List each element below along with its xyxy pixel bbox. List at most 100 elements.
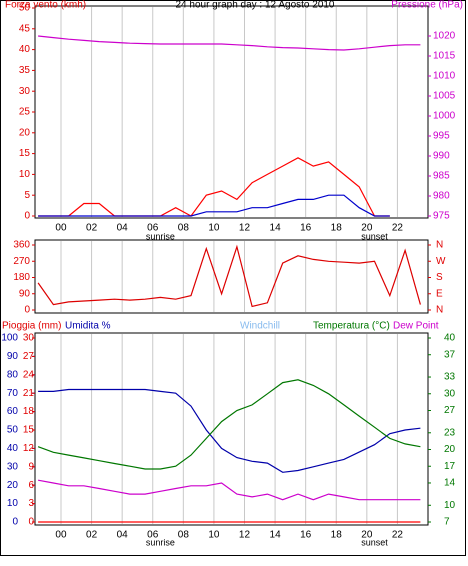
- x-tick-label: 18: [331, 530, 343, 541]
- series-line: [37, 379, 421, 470]
- x-tick-label: 16: [300, 223, 312, 234]
- x-tick-label: 04: [117, 530, 129, 541]
- x-tick-label: 12: [239, 530, 251, 541]
- x-tick-label: 08: [178, 530, 190, 541]
- y2-tick-label: 10: [444, 500, 456, 511]
- y-tick-label: 180: [13, 272, 30, 283]
- x-tick-label: 02: [86, 223, 98, 234]
- y2-tick-label: 20: [444, 444, 456, 455]
- y-tick-label: 10: [19, 169, 31, 180]
- x-tick-label: 00: [55, 530, 67, 541]
- x-tick-label: 16: [300, 530, 312, 541]
- x-tick-label: 08: [178, 223, 190, 234]
- x-tick-label: 12: [239, 223, 251, 234]
- annotation: sunset: [361, 231, 388, 241]
- y2-tick-label: 985: [433, 171, 450, 182]
- x-tick-label: 20: [361, 530, 373, 541]
- x-tick-label: 00: [55, 223, 67, 234]
- legend-label: Dew Point: [393, 321, 439, 332]
- y-tick-label: 70: [7, 388, 19, 399]
- y-tick-label: 45: [19, 23, 31, 34]
- y-tick-label: 50: [7, 425, 19, 436]
- legend-label: Temperatura (°C): [313, 321, 390, 332]
- x-tick-label: 20: [361, 223, 373, 234]
- y2-tick-label: 33: [444, 372, 456, 383]
- y3-tick-label: 3: [28, 498, 34, 509]
- x-tick-label: 14: [270, 223, 282, 234]
- plot-area: [34, 239, 429, 314]
- y3-tick-label: 9: [28, 461, 34, 472]
- y2-tick-label: 1005: [433, 91, 456, 102]
- y-axis-label: Forza vento (kmh): [5, 0, 86, 11]
- y-tick-label: 10: [7, 498, 19, 509]
- series-line: [38, 35, 421, 51]
- y3-tick-label: 18: [23, 406, 35, 417]
- y-tick-label: 0: [24, 211, 30, 222]
- y2-tick-label: 980: [433, 191, 450, 202]
- y2-axis-label: Pressione (hPa): [391, 0, 463, 11]
- y-tick-label: 40: [7, 443, 19, 454]
- y-tick-label: 35: [19, 65, 31, 76]
- y2-tick-label: 27: [444, 405, 456, 416]
- y-tick-label: 60: [7, 406, 19, 417]
- y-tick-label: 270: [13, 256, 30, 267]
- y-tick-label: 100: [1, 333, 18, 344]
- y3-tick-label: 6: [28, 480, 34, 491]
- y2-tick-label: 40: [444, 333, 456, 344]
- y3-tick-label: 15: [23, 425, 35, 436]
- plot-area: [34, 332, 429, 526]
- plot-area: [34, 5, 429, 219]
- y2-tick-label: N: [436, 240, 443, 251]
- series-line: [37, 479, 421, 501]
- x-tick-label: 22: [392, 530, 404, 541]
- legend-label: Windchill: [240, 321, 280, 332]
- y-tick-label: 0: [24, 305, 30, 316]
- x-tick-label: 14: [270, 530, 282, 541]
- y-tick-label: 20: [7, 480, 19, 491]
- y2-tick-label: 1010: [433, 71, 456, 82]
- y2-tick-label: 23: [444, 427, 456, 438]
- y2-tick-label: W: [436, 256, 446, 267]
- legend-label: Pioggia (mm): [2, 321, 61, 332]
- y2-tick-label: 990: [433, 151, 450, 162]
- annotation: sunrise: [146, 231, 175, 241]
- series-line: [38, 194, 390, 217]
- y3-tick-label: 27: [23, 351, 35, 362]
- y2-tick-label: N: [436, 305, 443, 316]
- y2-tick-label: 1020: [433, 31, 456, 42]
- y-tick-label: 25: [19, 107, 31, 118]
- y-tick-label: 5: [24, 190, 30, 201]
- series-line: [38, 157, 390, 217]
- x-tick-label: 10: [208, 530, 220, 541]
- y2-tick-label: 17: [444, 461, 456, 472]
- annotation: sunset: [361, 537, 388, 547]
- y3-tick-label: 24: [23, 369, 35, 380]
- y2-tick-label: E: [436, 288, 443, 299]
- y3-tick-label: 21: [23, 388, 35, 399]
- x-tick-label: 10: [208, 223, 220, 234]
- x-tick-label: 22: [392, 223, 404, 234]
- x-tick-label: 06: [147, 223, 159, 234]
- y2-tick-label: 995: [433, 131, 450, 142]
- y2-tick-label: 1000: [433, 111, 456, 122]
- y2-tick-label: 14: [444, 478, 456, 489]
- y2-tick-label: S: [436, 272, 443, 283]
- y3-tick-label: 30: [23, 333, 35, 344]
- y-tick-label: 30: [7, 461, 19, 472]
- y2-tick-label: 7: [444, 517, 450, 528]
- chart-title: 24 hour graph day : 12 Agosto 2010: [175, 0, 334, 11]
- y3-tick-label: 0: [28, 517, 34, 528]
- y-tick-label: 90: [7, 351, 19, 362]
- y-tick-label: 0: [12, 517, 18, 528]
- y-tick-label: 15: [19, 148, 31, 159]
- y-tick-label: 40: [19, 44, 31, 55]
- x-tick-label: 06: [147, 530, 159, 541]
- y3-tick-label: 12: [23, 443, 35, 454]
- y-tick-label: 90: [19, 288, 31, 299]
- x-tick-label: 18: [331, 223, 343, 234]
- x-tick-label: 02: [86, 530, 98, 541]
- y-tick-label: 30: [19, 86, 31, 97]
- annotation: sunrise: [146, 537, 175, 547]
- y-tick-label: 360: [13, 240, 30, 251]
